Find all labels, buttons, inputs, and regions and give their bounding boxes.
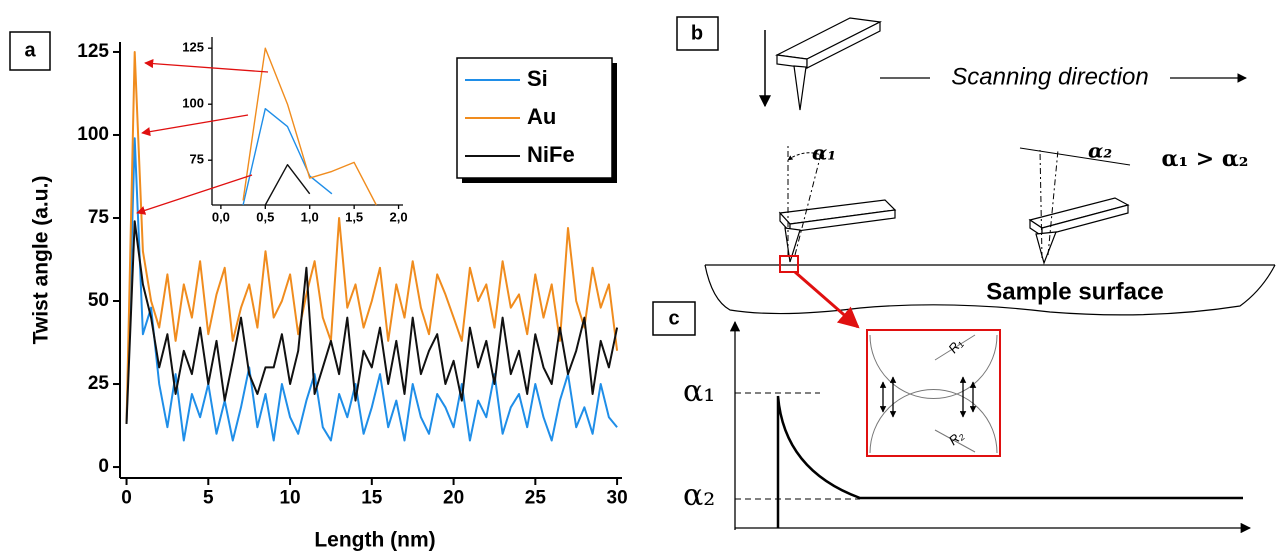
y-tick-label: 100 <box>77 124 109 145</box>
x-tick-label: 20 <box>443 487 464 508</box>
c-curve <box>776 395 1243 528</box>
tilted-cantilever <box>778 197 1130 265</box>
series-lines <box>125 51 619 442</box>
cantilever <box>775 17 882 111</box>
x-tick-label: 1,5 <box>345 210 363 225</box>
series-line <box>125 137 618 442</box>
x-tick-label: 10 <box>279 487 300 508</box>
legend-label: NiFe <box>527 142 575 167</box>
x-tick-label: 0,0 <box>212 210 230 225</box>
series-lines <box>242 47 377 206</box>
angle-label: α₂ <box>1088 139 1112 163</box>
panel-label: b <box>691 22 703 44</box>
zoom-arrow <box>794 270 860 329</box>
x-tick-label: 2,0 <box>390 210 408 225</box>
series-line <box>242 108 333 206</box>
relation: α₁ > α₂ <box>1162 146 1249 172</box>
series-line <box>125 51 619 424</box>
y-tick-label: 75 <box>190 152 204 167</box>
legend-label: Au <box>527 104 556 129</box>
panel-label-box <box>9 31 51 71</box>
legend-entries: Si Au NiFe <box>465 66 575 167</box>
annotation-arrows <box>136 59 269 215</box>
y-tick-label: 25 <box>88 373 110 394</box>
surface-body <box>704 264 1276 316</box>
x-tick-label: 25 <box>525 487 547 508</box>
zoom-panel <box>866 329 1001 457</box>
panel-label: a <box>24 39 36 61</box>
scan-label: Scanning direction <box>951 63 1148 90</box>
x-tick-label: 5 <box>203 487 214 508</box>
y-tick-label: 125 <box>77 41 109 62</box>
x-tick-label: 0 <box>121 487 132 508</box>
y-tick-label: 125 <box>182 40 204 55</box>
panel-label-box <box>652 301 696 336</box>
x-tick-label: 0,5 <box>256 210 274 225</box>
c-label: α₁ <box>683 374 715 409</box>
force-arrows <box>879 376 977 418</box>
panel-label-box <box>676 16 719 51</box>
main-chart: 0 25 50 75 100 125 0 5 10 15 20 25 30 <box>77 41 627 508</box>
panel-label: c <box>668 307 679 329</box>
y-tick-label: 75 <box>88 207 110 228</box>
inset-chart: 75 100 125 0,0 0,5 1,0 1,5 2,0 <box>182 37 408 225</box>
asperities <box>869 334 998 454</box>
series-line <box>242 47 377 206</box>
y-axis-title: Twist angle (a.u.) <box>30 176 53 345</box>
c-label: α₂ <box>683 478 715 513</box>
y-tick-label: 100 <box>182 96 204 111</box>
zoom-box <box>779 255 799 273</box>
angle-ref <box>1019 147 1131 166</box>
angle-lines <box>787 145 1059 259</box>
y-tick-label: 50 <box>88 290 109 311</box>
x-tick-label: 1,0 <box>301 210 319 225</box>
series-line <box>125 220 619 424</box>
series-line <box>264 164 311 206</box>
x-axis-title: Length (nm) <box>314 529 435 552</box>
angle-label: α₁ <box>812 141 836 165</box>
x-tick-label: 30 <box>607 487 628 508</box>
surface-label: Sample surface <box>986 278 1163 305</box>
legend-label: Si <box>527 66 548 91</box>
y-tick-label: 0 <box>98 456 109 477</box>
x-tick-label: 15 <box>361 487 383 508</box>
